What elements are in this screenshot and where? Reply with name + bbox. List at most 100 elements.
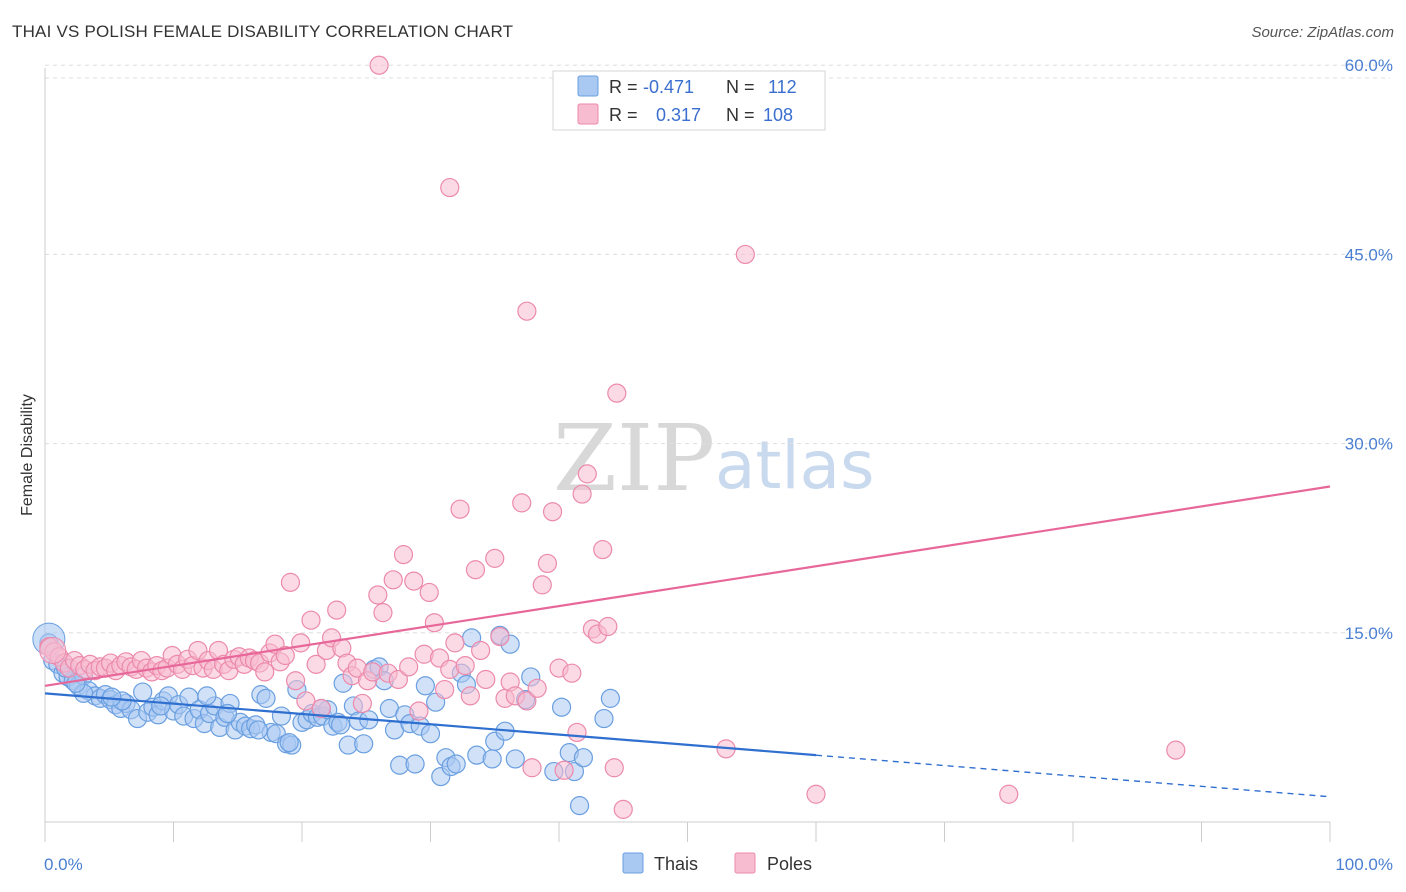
thais-point-98 [594,708,614,729]
thais-point-97 [573,748,594,768]
poles-point-108 [604,758,624,778]
legend-poles-r-value: 0.317 [656,105,701,125]
poles-point-118 [999,784,1019,804]
thais-point-111 [330,715,351,735]
poles-point-100 [562,663,582,683]
axes [44,68,1331,842]
legend-thais-n-value: 112 [768,77,797,97]
poles-point-65 [373,603,393,623]
y-tick-label-2: 45.0% [1345,245,1393,264]
legend-poles-swatch [577,103,599,125]
poles-point-84 [471,640,491,661]
poles-point-114 [369,55,389,75]
poles-point-86 [485,548,505,568]
poles-point-79 [445,633,465,653]
legend-thais-n-label: N = [726,77,755,97]
poles-point-61 [352,693,372,714]
watermark-atlas: atlas [715,427,875,504]
thais-point-18 [133,682,153,702]
thais-trend-extension [815,754,1331,798]
poles-point-77 [435,679,455,700]
poles-point-71 [404,571,424,591]
poles-point-46 [275,645,295,666]
poles-point-115 [607,383,627,403]
bottom-legend-thais-label: Thais [654,854,698,874]
poles-point-117 [806,784,826,804]
poles-point-94 [527,678,547,698]
y-tick-labels: 15.0% 30.0% 45.0% 60.0% [1345,56,1393,643]
x-tick-label-1: 100.0% [1335,855,1393,874]
thais-point-74 [420,724,441,744]
thais-point-79 [446,754,466,774]
bottom-legend-poles-swatch [734,852,756,874]
thais-point-102 [197,686,217,706]
poles-point-67 [383,570,403,590]
thais-point-96 [569,796,590,816]
poles-point-92 [517,691,537,711]
thais-point-42 [256,688,276,708]
thais-point-45 [271,706,292,726]
y-tick-label-1: 30.0% [1345,435,1393,454]
poles-point-96 [537,553,558,574]
poles-point-75 [424,613,444,633]
poles-point-69 [393,545,414,565]
thais-point-110 [279,732,299,753]
bottom-legend-poles-label: Poles [767,854,812,874]
poles-point-111 [517,301,537,321]
poles-point-85 [476,669,496,690]
poles-point-95 [532,575,552,595]
chart-title: THAI VS POLISH FEMALE DISABILITY CORRELA… [12,22,514,41]
poles-point-64 [368,585,388,605]
thais-point-84 [482,749,502,769]
thais-point-61 [354,734,374,754]
bottom-legend-thais-swatch [622,852,644,874]
thais-point-103 [151,696,171,716]
thais-point-109 [248,720,268,740]
poles-point-53 [311,698,331,719]
poles-point-109 [613,799,633,819]
y-tick-label-0: 15.0% [1345,624,1393,643]
poles-point-56 [327,600,347,620]
poles-point-112 [440,177,460,198]
poles-point-93 [522,758,542,778]
legend-poles-n-value: 108 [763,105,793,125]
x-tick-label-0: 0.0% [44,855,83,874]
poles-point-81 [455,655,475,676]
poles-point-50 [296,691,316,711]
thais-trend-line [44,692,817,757]
poles-point-102 [572,484,592,504]
poles-point-80 [450,499,470,519]
poles-point-87 [490,626,510,647]
poles-point-68 [388,669,408,690]
poles-point-70 [399,657,419,677]
poles-point-74 [419,582,439,603]
poles-point-47 [280,572,301,592]
thais-point-71 [405,754,425,774]
thais-point-99 [600,688,621,708]
poles-point-91 [512,493,532,513]
poles-point-101 [567,722,587,743]
poles-point-42 [255,662,275,682]
poles-point-49 [291,633,311,653]
thais-point-93 [551,697,572,717]
poles-point-52 [306,654,326,674]
x-tick-labels: 0.0% 100.0% [44,855,1393,874]
poles-point-119 [1166,740,1186,760]
legend-thais-r-label: R = [609,77,638,97]
bottom-legend: Thais Poles [622,852,812,874]
trend-lines [44,485,1331,798]
poles-point-110 [735,244,755,265]
poles-point-99 [554,760,574,780]
poles-point-83 [465,560,486,580]
poles-point-51 [301,610,321,630]
legend-poles-r-label: R = [609,105,638,125]
chart-source: Source: ZipAtlas.com [1251,24,1394,41]
legend-thais-swatch [577,75,599,97]
y-tick-label-3: 60.0% [1345,56,1393,75]
thais-point-89 [505,749,525,769]
poles-point-72 [409,701,429,721]
poles-trend-line [44,485,1331,687]
legend-poles-n-label: N = [726,105,755,125]
thais-point-73 [415,676,435,696]
